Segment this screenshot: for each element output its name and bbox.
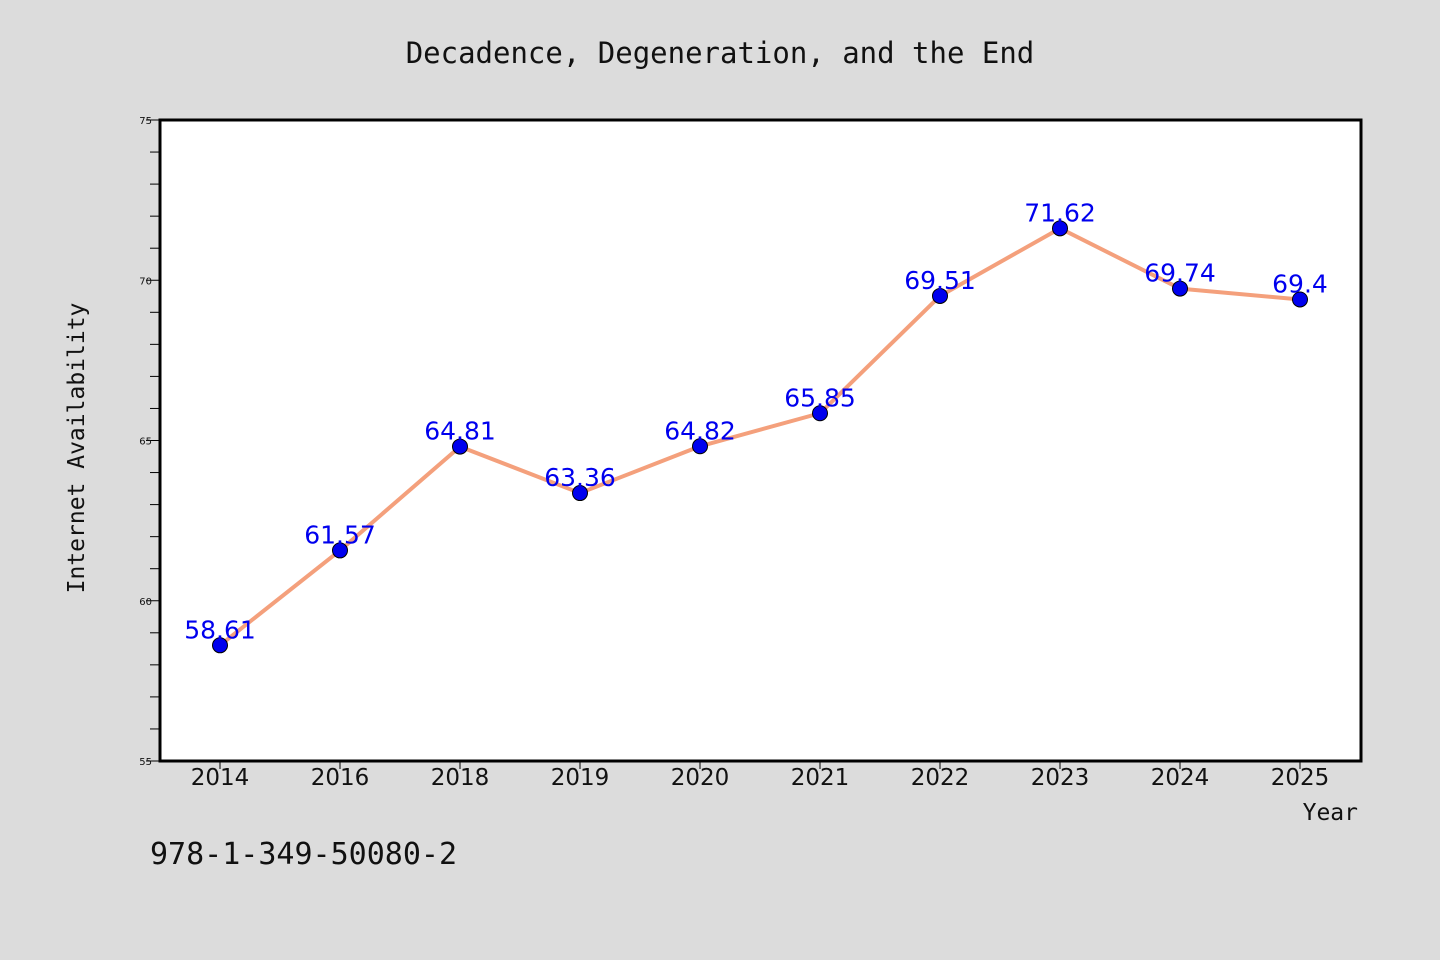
data-point bbox=[932, 287, 948, 304]
data-point bbox=[1292, 291, 1308, 308]
y-tick-label: 65 bbox=[139, 437, 152, 448]
data-label: 71.62 bbox=[1024, 198, 1096, 227]
footer-code: 978-1-349-50080-2 bbox=[150, 837, 457, 872]
series-line bbox=[218, 226, 1302, 648]
data-label: 69.51 bbox=[904, 266, 976, 295]
data-point bbox=[692, 438, 708, 455]
data-point bbox=[212, 637, 228, 654]
data-label: 64.82 bbox=[664, 416, 736, 445]
data-point bbox=[572, 485, 588, 502]
x-tick-label: 2025 bbox=[1271, 765, 1330, 791]
series-group bbox=[212, 220, 1308, 654]
data-label: 63.36 bbox=[544, 463, 616, 492]
x-tick-label: 2020 bbox=[671, 765, 730, 791]
chart-title: Decadence, Degeneration, and the End bbox=[406, 36, 1035, 70]
x-tick-label: 2022 bbox=[911, 765, 970, 791]
y-axis-label: Internet Availability bbox=[64, 303, 90, 594]
x-tick-label: 2024 bbox=[1151, 765, 1210, 791]
x-tick-label: 2018 bbox=[431, 765, 490, 791]
data-point bbox=[1172, 280, 1188, 297]
data-point bbox=[1052, 220, 1068, 237]
x-tick-label: 2023 bbox=[1031, 765, 1090, 791]
plot-area bbox=[158, 118, 1363, 763]
y-tick-label: 60 bbox=[139, 597, 152, 608]
x-tick-label: 2016 bbox=[311, 765, 370, 791]
data-label: 58.61 bbox=[184, 615, 256, 644]
y-tick-label: 70 bbox=[139, 276, 152, 287]
x-tick-label: 2014 bbox=[191, 765, 250, 791]
data-label: 64.81 bbox=[424, 417, 496, 446]
x-tick-label: 2019 bbox=[551, 765, 610, 791]
x-tick-label: 2021 bbox=[791, 765, 850, 791]
x-axis-label: Year bbox=[1303, 800, 1358, 826]
data-label: 61.57 bbox=[304, 520, 376, 549]
data-label: 69.74 bbox=[1144, 259, 1216, 288]
y-axis: 55 60 65 70 75 bbox=[139, 116, 160, 768]
data-label: 65.85 bbox=[784, 383, 856, 412]
y-tick-label: 55 bbox=[139, 757, 152, 768]
data-point bbox=[452, 438, 468, 455]
y-tick-label: 75 bbox=[139, 116, 152, 127]
data-label: 69.4 bbox=[1272, 269, 1328, 298]
x-axis: 2014 2016 2018 2019 2020 2021 2022 2023 2024 2025 bbox=[191, 761, 1330, 791]
data-labels-group: 58.61 61.57 64.81 63.36 64.82 65.85 69.51 71.62… bbox=[184, 198, 1328, 644]
data-point bbox=[812, 405, 828, 422]
data-point bbox=[332, 542, 348, 559]
